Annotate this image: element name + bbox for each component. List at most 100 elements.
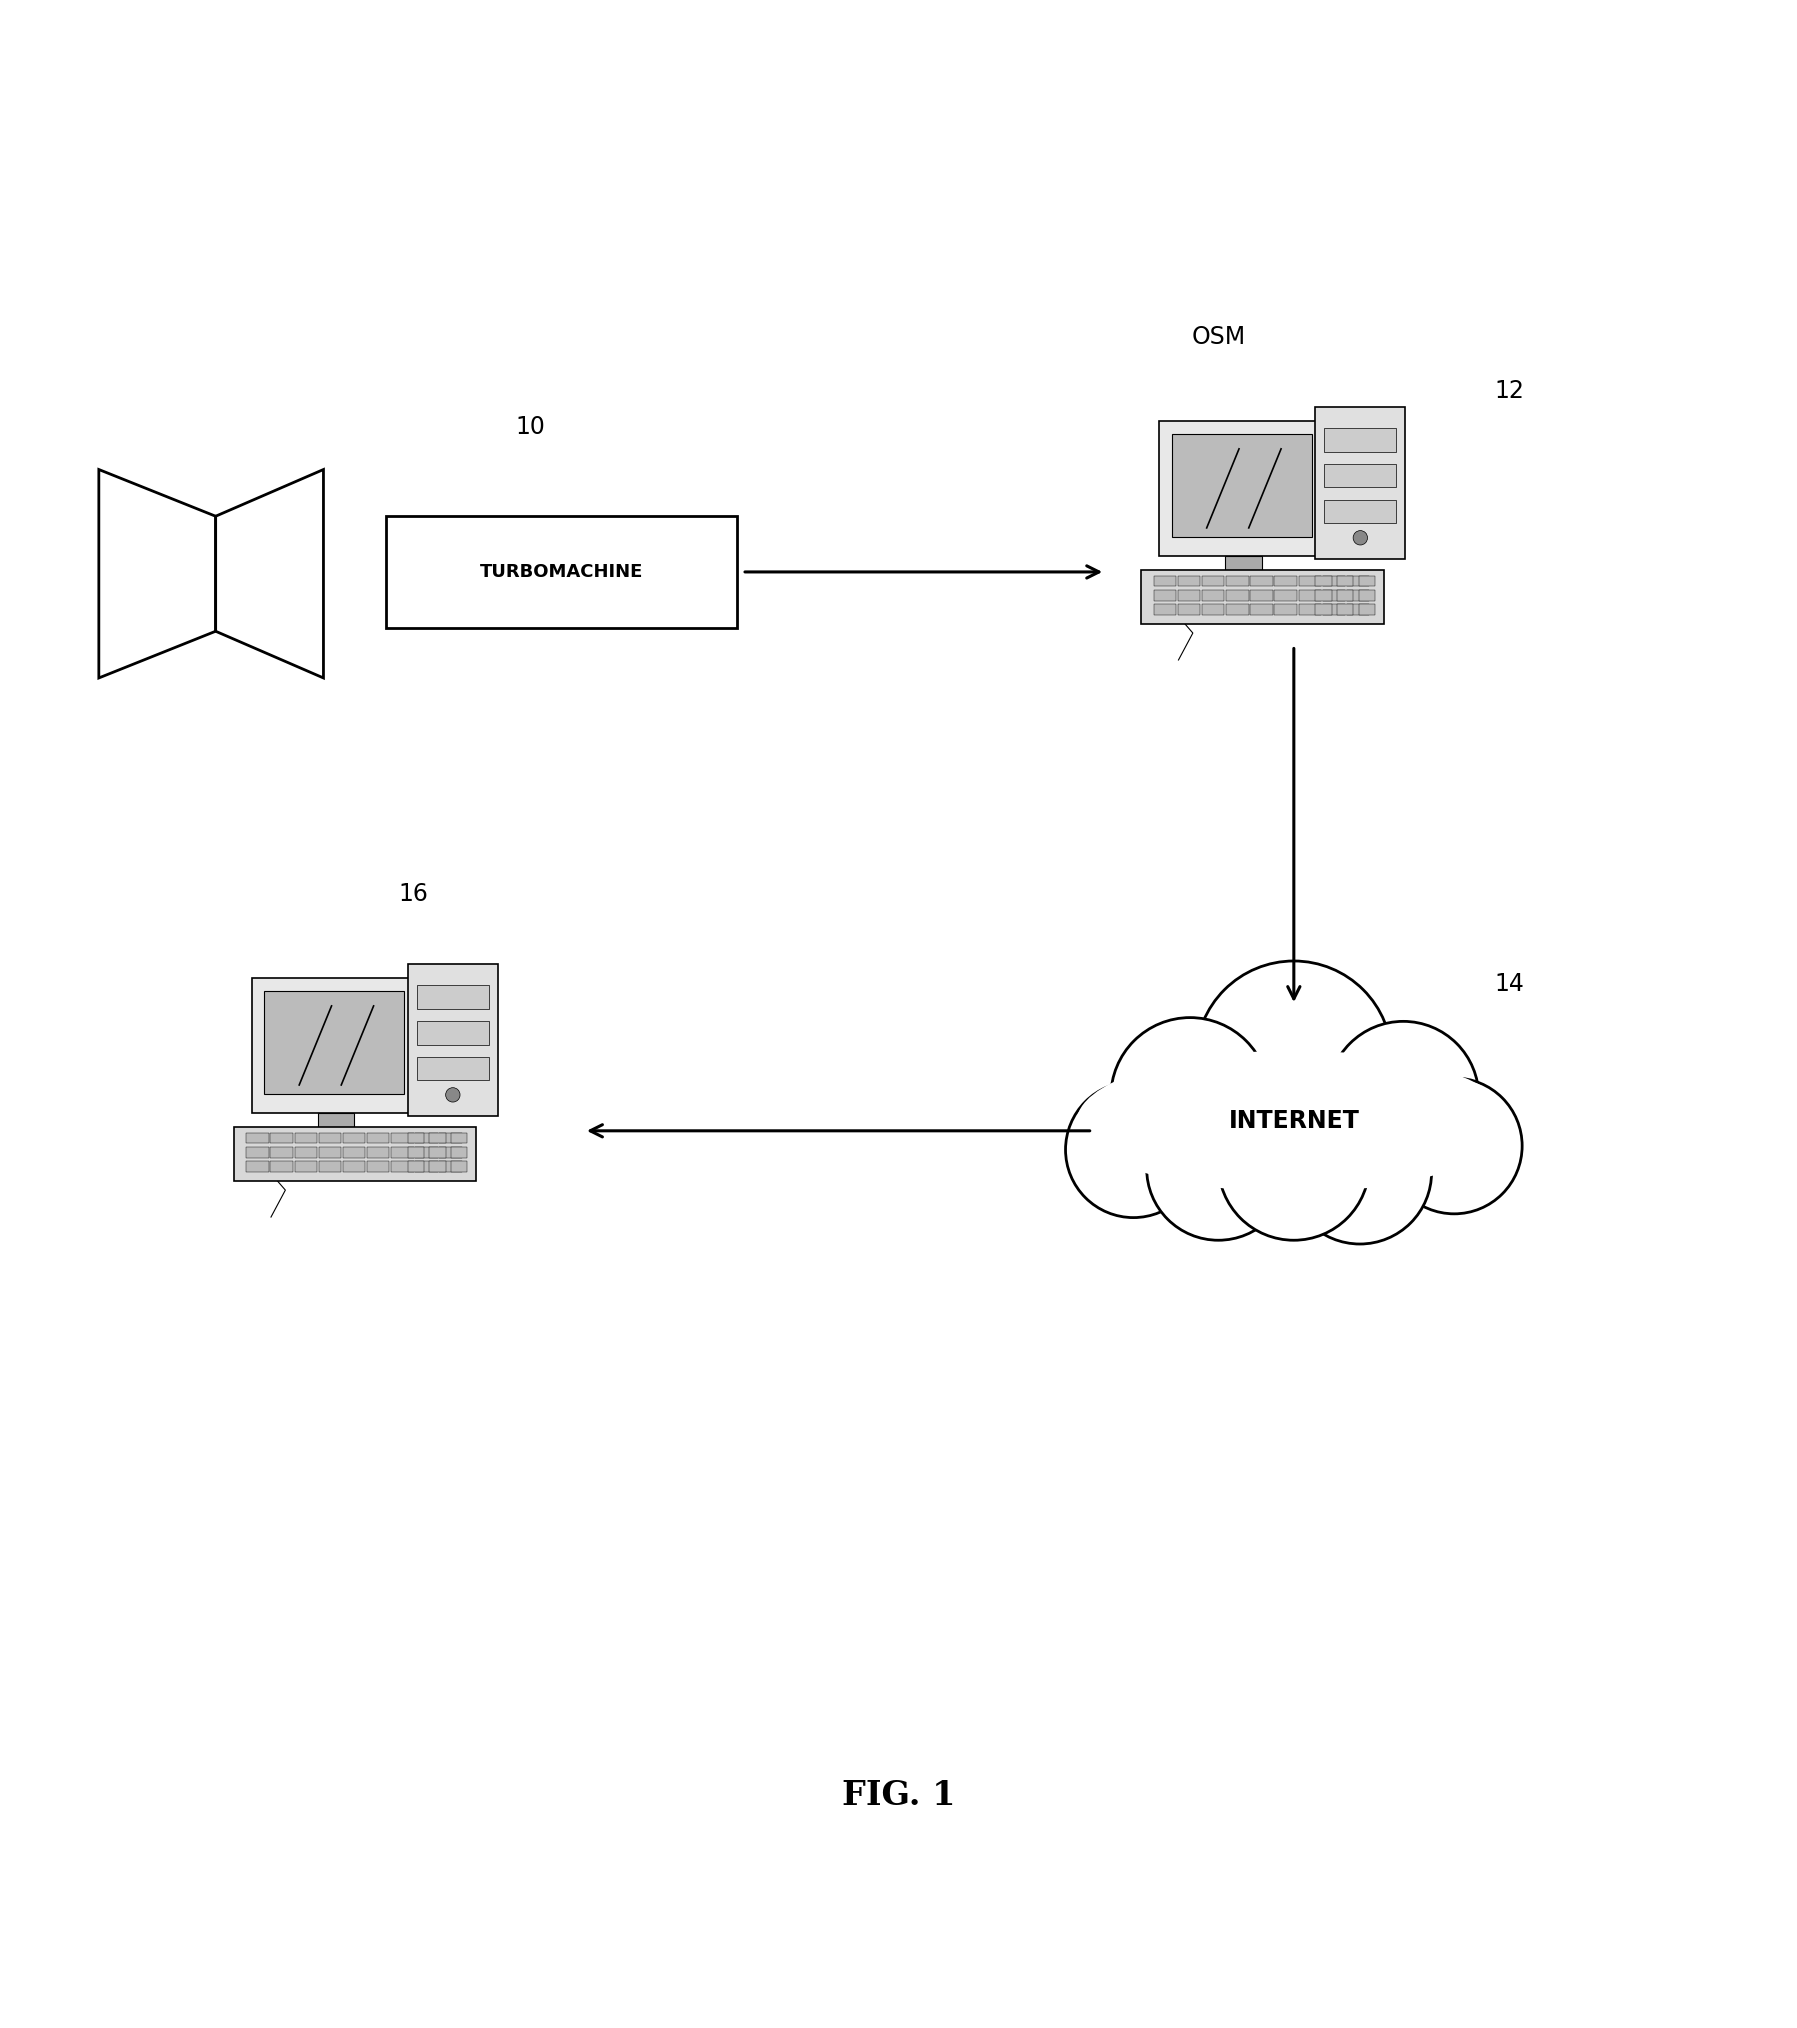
FancyBboxPatch shape (1177, 604, 1200, 614)
FancyBboxPatch shape (246, 1162, 268, 1172)
FancyBboxPatch shape (392, 1132, 413, 1144)
FancyBboxPatch shape (1315, 406, 1405, 560)
FancyBboxPatch shape (417, 986, 489, 1008)
FancyBboxPatch shape (1154, 590, 1175, 600)
FancyBboxPatch shape (367, 1162, 390, 1172)
FancyBboxPatch shape (270, 1162, 293, 1172)
FancyBboxPatch shape (451, 1162, 467, 1172)
Circle shape (1353, 531, 1368, 546)
FancyBboxPatch shape (1315, 590, 1332, 600)
FancyBboxPatch shape (1274, 604, 1297, 614)
FancyBboxPatch shape (367, 1148, 390, 1158)
FancyBboxPatch shape (417, 1022, 489, 1044)
FancyBboxPatch shape (1359, 590, 1375, 600)
Ellipse shape (1076, 1051, 1511, 1192)
FancyBboxPatch shape (1251, 590, 1272, 600)
FancyBboxPatch shape (1226, 556, 1261, 580)
FancyBboxPatch shape (270, 1148, 293, 1158)
FancyBboxPatch shape (318, 1162, 341, 1172)
FancyBboxPatch shape (429, 1162, 446, 1172)
Circle shape (446, 1087, 460, 1101)
FancyBboxPatch shape (1315, 576, 1332, 586)
FancyBboxPatch shape (408, 963, 498, 1117)
FancyBboxPatch shape (246, 1132, 268, 1144)
FancyBboxPatch shape (1337, 604, 1353, 614)
FancyBboxPatch shape (1200, 580, 1274, 594)
FancyBboxPatch shape (1251, 604, 1272, 614)
FancyBboxPatch shape (343, 1148, 365, 1158)
FancyBboxPatch shape (1359, 576, 1375, 586)
FancyBboxPatch shape (392, 1148, 413, 1158)
FancyBboxPatch shape (1202, 590, 1224, 600)
FancyBboxPatch shape (343, 1132, 365, 1144)
FancyBboxPatch shape (408, 1132, 424, 1144)
FancyBboxPatch shape (1226, 590, 1249, 600)
FancyBboxPatch shape (1202, 576, 1224, 586)
FancyBboxPatch shape (1274, 576, 1297, 586)
FancyBboxPatch shape (367, 1132, 390, 1144)
FancyBboxPatch shape (1274, 590, 1297, 600)
FancyBboxPatch shape (295, 1132, 316, 1144)
FancyBboxPatch shape (234, 1128, 476, 1180)
FancyBboxPatch shape (1323, 576, 1346, 586)
Text: INTERNET: INTERNET (1229, 1109, 1359, 1134)
FancyBboxPatch shape (1177, 590, 1200, 600)
FancyBboxPatch shape (1177, 576, 1200, 586)
FancyBboxPatch shape (429, 1148, 446, 1158)
FancyBboxPatch shape (343, 1162, 365, 1172)
FancyBboxPatch shape (252, 977, 417, 1113)
Circle shape (1146, 1097, 1290, 1241)
FancyBboxPatch shape (440, 1162, 462, 1172)
FancyBboxPatch shape (408, 1148, 424, 1158)
FancyBboxPatch shape (392, 1162, 413, 1172)
FancyBboxPatch shape (1348, 604, 1369, 614)
FancyBboxPatch shape (270, 1132, 293, 1144)
Text: 14: 14 (1495, 971, 1524, 996)
FancyBboxPatch shape (440, 1148, 462, 1158)
Circle shape (1195, 961, 1393, 1158)
FancyBboxPatch shape (1202, 604, 1224, 614)
Circle shape (1328, 1022, 1479, 1172)
FancyBboxPatch shape (1141, 570, 1384, 625)
FancyBboxPatch shape (1154, 604, 1175, 614)
FancyBboxPatch shape (1359, 604, 1375, 614)
FancyBboxPatch shape (440, 1132, 462, 1144)
Circle shape (1111, 1018, 1269, 1176)
FancyBboxPatch shape (451, 1148, 467, 1158)
FancyBboxPatch shape (1154, 576, 1175, 586)
FancyBboxPatch shape (1323, 590, 1346, 600)
FancyBboxPatch shape (1324, 501, 1396, 523)
Circle shape (1066, 1081, 1202, 1217)
FancyBboxPatch shape (415, 1148, 438, 1158)
FancyBboxPatch shape (415, 1132, 438, 1144)
FancyBboxPatch shape (1324, 464, 1396, 487)
FancyBboxPatch shape (318, 1113, 354, 1136)
FancyBboxPatch shape (1226, 604, 1249, 614)
FancyBboxPatch shape (318, 1132, 341, 1144)
FancyBboxPatch shape (293, 1136, 367, 1150)
FancyBboxPatch shape (264, 990, 404, 1093)
FancyBboxPatch shape (1348, 590, 1369, 600)
Text: OSM: OSM (1191, 324, 1245, 349)
FancyBboxPatch shape (1337, 590, 1353, 600)
FancyBboxPatch shape (1348, 576, 1369, 586)
Text: FIG. 1: FIG. 1 (841, 1779, 956, 1813)
FancyBboxPatch shape (1324, 428, 1396, 452)
FancyBboxPatch shape (451, 1132, 467, 1144)
Circle shape (1288, 1101, 1432, 1243)
FancyBboxPatch shape (1315, 604, 1332, 614)
Text: 12: 12 (1495, 379, 1524, 404)
FancyBboxPatch shape (429, 1132, 446, 1144)
FancyBboxPatch shape (1299, 604, 1321, 614)
Circle shape (1218, 1089, 1369, 1241)
FancyBboxPatch shape (1323, 604, 1346, 614)
FancyBboxPatch shape (1172, 434, 1312, 537)
Text: 10: 10 (516, 416, 544, 438)
FancyBboxPatch shape (295, 1162, 316, 1172)
FancyBboxPatch shape (1251, 576, 1272, 586)
FancyBboxPatch shape (1226, 576, 1249, 586)
FancyBboxPatch shape (318, 1148, 341, 1158)
FancyBboxPatch shape (246, 1148, 268, 1158)
Text: TURBOMACHINE: TURBOMACHINE (480, 564, 643, 580)
FancyBboxPatch shape (1159, 422, 1324, 556)
